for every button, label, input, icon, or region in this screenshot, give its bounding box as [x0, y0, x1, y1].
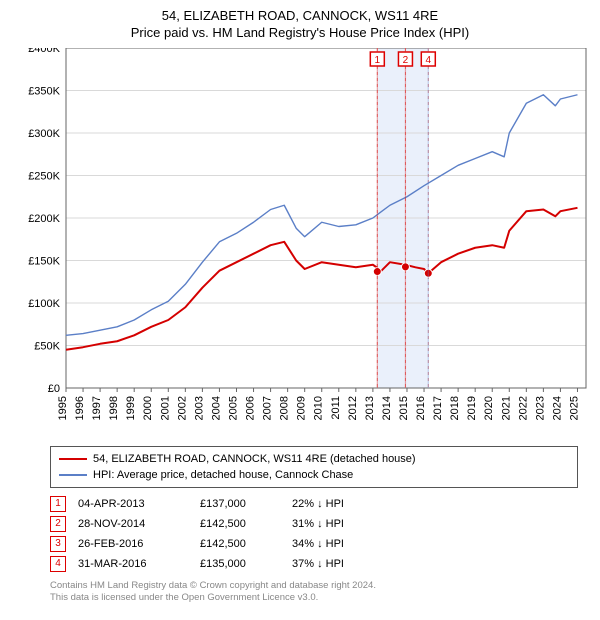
transaction-date: 31-MAR-2016 [78, 558, 188, 570]
svg-text:1: 1 [375, 55, 381, 66]
legend: 54, ELIZABETH ROAD, CANNOCK, WS11 4RE (d… [50, 446, 578, 488]
svg-text:£50K: £50K [34, 340, 60, 352]
svg-text:£400K: £400K [28, 48, 60, 55]
attribution-line: Contains HM Land Registry data © Crown c… [50, 580, 578, 592]
chart-svg: £0 £50K £100K £150K £200K £250K £300K £350K £400… [10, 48, 590, 440]
legend-label: HPI: Average price, detached house, Cann… [93, 469, 353, 481]
svg-text:2022: 2022 [517, 396, 529, 420]
title-subtitle: Price paid vs. HM Land Registry's House … [10, 25, 590, 42]
svg-text:1996: 1996 [74, 396, 86, 420]
svg-text:2015: 2015 [398, 396, 410, 420]
svg-text:2019: 2019 [466, 396, 478, 420]
transaction-price: £142,500 [200, 538, 280, 550]
svg-text:£100K: £100K [28, 298, 60, 310]
svg-text:2000: 2000 [142, 396, 154, 420]
transaction-number: 3 [50, 536, 66, 552]
transaction-row: 2 28-NOV-2014 £142,500 31% ↓ HPI [50, 514, 578, 534]
transaction-row: 4 31-MAR-2016 £135,000 37% ↓ HPI [50, 554, 578, 574]
svg-text:1995: 1995 [57, 396, 69, 420]
transaction-hpi-diff: 34% ↓ HPI [292, 538, 402, 550]
transaction-number: 1 [50, 496, 66, 512]
transaction-price: £137,000 [200, 498, 280, 510]
svg-text:2014: 2014 [381, 396, 393, 420]
transaction-row: 3 26-FEB-2016 £142,500 34% ↓ HPI [50, 534, 578, 554]
svg-text:2001: 2001 [159, 396, 171, 420]
svg-text:4: 4 [426, 55, 432, 66]
attribution-line: This data is licensed under the Open Gov… [50, 592, 578, 604]
svg-text:2012: 2012 [347, 396, 359, 420]
svg-text:1999: 1999 [125, 396, 137, 420]
svg-text:2023: 2023 [534, 396, 546, 420]
svg-text:2009: 2009 [296, 396, 308, 420]
svg-text:1997: 1997 [91, 396, 103, 420]
svg-text:2002: 2002 [176, 396, 188, 420]
legend-swatch [59, 474, 87, 476]
svg-text:2016: 2016 [415, 396, 427, 420]
svg-text:2003: 2003 [193, 396, 205, 420]
chart-title: 54, ELIZABETH ROAD, CANNOCK, WS11 4RE Pr… [10, 8, 590, 42]
svg-text:£200K: £200K [28, 213, 60, 225]
title-address: 54, ELIZABETH ROAD, CANNOCK, WS11 4RE [10, 8, 590, 25]
transaction-price: £135,000 [200, 558, 280, 570]
svg-text:£350K: £350K [28, 85, 60, 97]
chart-plot: £0 £50K £100K £150K £200K £250K £300K £350K £400… [10, 48, 590, 440]
svg-text:£0: £0 [48, 383, 60, 395]
transaction-date: 28-NOV-2014 [78, 518, 188, 530]
transaction-date: 26-FEB-2016 [78, 538, 188, 550]
svg-text:2006: 2006 [245, 396, 257, 420]
transaction-price: £142,500 [200, 518, 280, 530]
legend-item: HPI: Average price, detached house, Cann… [59, 467, 569, 483]
transaction-hpi-diff: 37% ↓ HPI [292, 558, 402, 570]
svg-text:2010: 2010 [313, 396, 325, 420]
svg-text:2024: 2024 [551, 396, 563, 420]
svg-text:2020: 2020 [483, 396, 495, 420]
transaction-hpi-diff: 22% ↓ HPI [292, 498, 402, 510]
transaction-row: 1 04-APR-2013 £137,000 22% ↓ HPI [50, 494, 578, 514]
svg-text:1998: 1998 [108, 396, 120, 420]
transaction-number: 2 [50, 516, 66, 532]
svg-text:£300K: £300K [28, 128, 60, 140]
transaction-date: 04-APR-2013 [78, 498, 188, 510]
transaction-hpi-diff: 31% ↓ HPI [292, 518, 402, 530]
legend-label: 54, ELIZABETH ROAD, CANNOCK, WS11 4RE (d… [93, 453, 416, 465]
transaction-number: 4 [50, 556, 66, 572]
svg-text:2017: 2017 [432, 396, 444, 420]
svg-text:2008: 2008 [279, 396, 291, 420]
svg-text:£250K: £250K [28, 170, 60, 182]
svg-text:2018: 2018 [449, 396, 461, 420]
svg-text:£150K: £150K [28, 255, 60, 267]
svg-text:2005: 2005 [227, 396, 239, 420]
legend-item: 54, ELIZABETH ROAD, CANNOCK, WS11 4RE (d… [59, 451, 569, 467]
svg-text:2011: 2011 [330, 396, 342, 420]
transactions-table: 1 04-APR-2013 £137,000 22% ↓ HPI 2 28-NOV-201… [50, 494, 578, 574]
svg-text:2013: 2013 [364, 396, 376, 420]
attribution: Contains HM Land Registry data © Crown c… [50, 580, 578, 604]
svg-text:2007: 2007 [262, 396, 274, 420]
svg-text:2004: 2004 [210, 396, 222, 420]
svg-text:2: 2 [403, 55, 409, 66]
legend-swatch [59, 458, 87, 460]
svg-text:2025: 2025 [568, 396, 580, 420]
svg-text:2021: 2021 [500, 396, 512, 420]
